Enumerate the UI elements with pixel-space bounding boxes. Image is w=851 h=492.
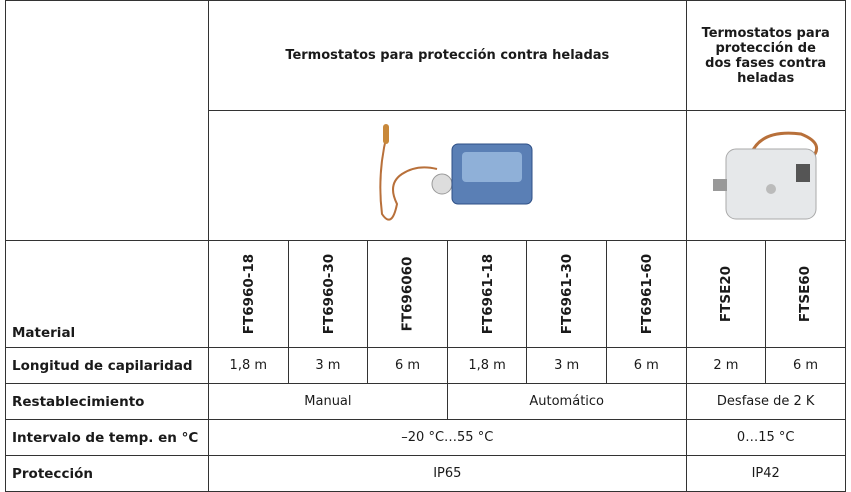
model-cell: FTSE60 (765, 240, 846, 348)
model-code: FTSE60 (797, 265, 814, 323)
cell: IP42 (685, 455, 846, 492)
model-cell: FT6960-18 (208, 240, 289, 348)
model-code: FT6961-30 (559, 253, 576, 335)
cell: 6 m (605, 347, 687, 384)
group-title: Termostatos para protección de dos fases… (685, 0, 846, 111)
model-code: FTSE20 (717, 265, 734, 323)
corner (5, 0, 209, 241)
cell: 0…15 °C (685, 419, 846, 456)
model-cell: FT6961-18 (446, 240, 528, 348)
row-label: Longitud de capilaridad (5, 347, 209, 384)
model-code: FT6961-18 (479, 253, 496, 335)
cell: –20 °C…55 °C (208, 419, 687, 456)
cell: Manual (208, 383, 448, 420)
cell: 1,8 m (446, 347, 528, 384)
thermostat-image (712, 131, 818, 219)
cell: Desfase de 2 K (685, 383, 846, 420)
cell: 1,8 m (208, 347, 289, 384)
cell: IP65 (208, 455, 687, 492)
model-code: FT6960-30 (320, 253, 337, 335)
row-label: Protección (5, 455, 209, 492)
model-cell: FT6961-60 (605, 240, 687, 348)
model-code: FT6960-18 (241, 253, 258, 335)
table-row: Intervalo de temp. en °C –20 °C…55 °C 0…15… (5, 419, 846, 456)
row-label: Material (5, 240, 209, 348)
cell: 3 m (287, 347, 369, 384)
cell: 6 m (765, 347, 846, 384)
thermostat-image (379, 123, 533, 221)
model-cell: FT6960-30 (287, 240, 369, 348)
product-image (208, 110, 687, 241)
cell: 3 m (526, 347, 607, 384)
row-label: Intervalo de temp. en °C (5, 419, 209, 456)
model-cell: FT6961-30 (526, 240, 607, 348)
model-code: FT696060 (399, 256, 416, 332)
model-cell: FT696060 (367, 240, 448, 348)
product-image (685, 110, 846, 241)
cell: 6 m (367, 347, 448, 384)
model-cell: FTSE20 (685, 240, 767, 348)
cell: Automático (446, 383, 687, 420)
table-row: Protección IP65 IP42 (5, 455, 846, 492)
model-code: FT6961-60 (639, 253, 656, 335)
group-title: Termostatos para protección contra helad… (208, 0, 687, 111)
table-row: Restablecimiento Manual Automático Desfase … (5, 383, 846, 420)
row-label: Restablecimiento (5, 383, 209, 420)
spec-table: Termostatos para protección contra helad… (5, 0, 846, 492)
cell: 2 m (685, 347, 767, 384)
